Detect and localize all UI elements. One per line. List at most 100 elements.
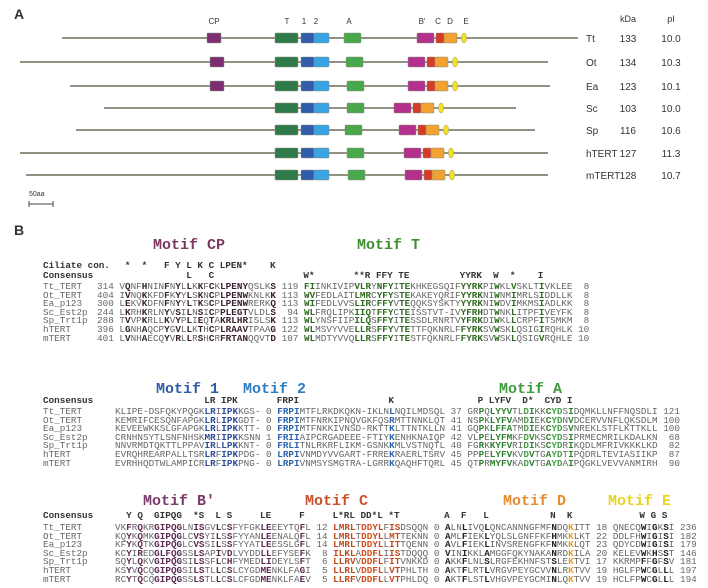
sequence-name: Sc_Est2p: [43, 431, 88, 443]
motif-d-box: [425, 124, 440, 136]
motif-e-oval: [448, 147, 454, 159]
motif-a-box: [345, 56, 364, 68]
motif-title: Motif T: [357, 237, 421, 254]
motif-title: Motif E: [608, 493, 672, 510]
sequence-name: hTERT: [43, 324, 71, 335]
motif-c-box: [422, 147, 432, 159]
aligned-sequence: VKFRQKRGIPQGLNISGVLCSFYFGKLEEEYTQFL 12 L…: [115, 522, 697, 533]
panel-a-label: A: [14, 6, 25, 22]
motif-title: Motif 1: [156, 381, 220, 398]
motif-a-box: [346, 147, 365, 159]
motif-t-box: [274, 56, 299, 68]
isoelectric-point-value: 11.3: [662, 149, 681, 160]
motif-title: Motif A: [499, 381, 563, 398]
motif-e-oval: [461, 32, 467, 44]
motif-2-box: [313, 169, 330, 181]
motif-2-box: [313, 124, 330, 136]
motif-1-box: [300, 169, 315, 181]
aligned-sequence: KFYKQTKGIPQGLCVSSILSSFYYATLEESSLGFL 14 L…: [115, 539, 697, 551]
molecular-weight-value: 123: [620, 82, 637, 93]
motif-label-d: D: [447, 17, 453, 26]
molecular-weight-value: 128: [620, 171, 637, 182]
motif-label-2: 2: [314, 17, 319, 26]
motif-a-box: [346, 80, 365, 92]
molecular-weight-value: 133: [620, 34, 637, 45]
motif-label-b-prime: B': [419, 17, 426, 26]
motif-d-box: [443, 32, 458, 44]
sequence-name: Ea_p123: [43, 423, 83, 435]
panel-b-label: B: [14, 222, 25, 238]
motif-d-box: [434, 80, 449, 92]
sequence-name: mTERT: [43, 457, 71, 469]
motif-c-box: [412, 102, 422, 114]
scale-bar-label: 50aa: [29, 191, 45, 198]
sequence-name: Ot_TERT: [43, 414, 83, 426]
aligned-sequence: KSYVQCQGIPQGSILSTLLCSLCYGDMENKLFAGI 5 LL…: [115, 565, 697, 576]
motif-c-box: [423, 169, 433, 181]
motif-t-box: [274, 80, 299, 92]
motif-t-box: [274, 124, 299, 136]
motif-d-box: [434, 56, 449, 68]
aligned-sequence: KEVEEWKKSLGFAPGKLRLIPKKTT- 0 FRPIMTFNKKI…: [115, 423, 680, 435]
motif-b-prime-box: [416, 32, 435, 44]
motif-1-box: [300, 124, 315, 136]
motif-b-prime-box: [393, 102, 412, 114]
aligned-sequence: CRNHNSYTLSNFNHSKMRIIPKKSNN 1 FRIIAIPCRGA…: [115, 431, 680, 443]
aligned-sequence: NNVRMDTQKTTLPPAVIRLLPKKNT- 0 FRLITNLRKRF…: [115, 440, 680, 452]
sequence-name: Sp_Trt1p: [43, 440, 88, 452]
molecular-weight-value: 134: [620, 58, 637, 69]
motif-1-box: [300, 147, 315, 159]
pi-header: pI: [667, 14, 675, 24]
motif-a-box: [347, 169, 366, 181]
sequence-name: Sp_Trt1p: [43, 315, 88, 327]
motif-c-box: [417, 124, 427, 136]
sequence-name: Sc_Est2p: [43, 547, 88, 559]
sequence-name: Tt_TERT: [43, 281, 83, 292]
consensus-sequence: * * F Y L K C LPEN* K: [97, 260, 276, 271]
motif-cp-box: [209, 80, 225, 92]
motif-e-oval: [449, 169, 455, 181]
aligned-sequence: 244 LKRHKRLNYVSILNSICPPLEGTVLDLS 94 WLFR…: [97, 306, 590, 318]
sequence-name: Sp_Trt1p: [43, 556, 88, 568]
isoelectric-point-value: 10.0: [661, 34, 681, 45]
motif-c-box: [426, 56, 436, 68]
motif-t-box: [274, 32, 299, 44]
species-label-sc: Sc: [586, 104, 598, 115]
motif-e-oval: [443, 124, 449, 136]
motif-e-oval: [452, 80, 458, 92]
aligned-sequence: SQYLQKVGIPQGSILSSFLCHFYMEDLIDEYLSFT 6 LL…: [115, 556, 697, 568]
motif-b-prime-box: [403, 147, 422, 159]
motif-t-box: [274, 169, 299, 181]
motif-c-box: [435, 32, 445, 44]
sequence-name: Tt_TERT: [43, 406, 83, 417]
sequence-name: Sc_Est2p: [43, 306, 88, 318]
sequence-name: mTERT: [43, 573, 71, 585]
aligned-sequence: KCYIREDGLFQGSSLSAPIVDLVYDDLLEFYSEFK 8 IL…: [115, 547, 697, 559]
motif-label-1: 1: [302, 17, 307, 26]
motif-2-box: [313, 56, 330, 68]
motif-e-oval: [452, 56, 458, 68]
molecular-weight-value: 116: [620, 126, 636, 137]
motif-a-box: [343, 32, 362, 44]
aligned-sequence: 401 LVNHAECQYVRLLRSHCRFRTANQQVTD 107 WLM…: [97, 332, 590, 344]
aligned-sequence: RCYTQCQGIPQGSSLSTLLCSLCFGDMENKLFAEV 5 LL…: [115, 573, 697, 585]
motif-title: Motif 2: [243, 381, 307, 398]
species-label-htert: hTERT: [586, 149, 618, 160]
sequence-name: mTERT: [43, 332, 71, 344]
aligned-sequence: KQYKQMKGIPQGLCVSYILSSFYYANLEENALQFL 14 L…: [115, 530, 697, 542]
isoelectric-point-value: 10.1: [661, 82, 681, 93]
motif-2-box: [313, 80, 330, 92]
motif-d-box: [420, 102, 435, 114]
motif-d-box: [431, 169, 446, 181]
motif-e-oval: [438, 102, 444, 114]
aligned-sequence: KEMRIFCESQNFAPGKLRLIPKGDT- 0 FRPIMTFNRKI…: [115, 414, 680, 426]
motif-2-box: [313, 147, 330, 159]
motif-title: Motif B': [143, 493, 216, 510]
species-label-sp: Sp: [586, 126, 599, 137]
sequence-name: hTERT: [43, 565, 71, 576]
molecular-weight-value: 127: [620, 149, 637, 160]
aligned-sequence: 396 LGNHAQCPYGVLLKTHCPLRAAVTPAAG 122 WLM…: [97, 324, 590, 335]
species-label-ea: Ea: [586, 82, 599, 93]
motif-b-prime-box: [404, 169, 423, 181]
motif-label-a: A: [346, 17, 352, 26]
